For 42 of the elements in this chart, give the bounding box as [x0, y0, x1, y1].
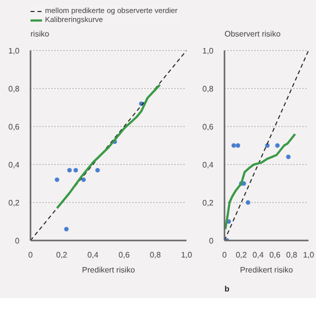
x-tick-label: 0,2 — [56, 250, 68, 260]
point — [81, 177, 86, 182]
y-tick-label: 0,8 — [8, 84, 20, 94]
x-tick-label: 0,8 — [150, 250, 162, 260]
y-tick-label: 0,4 — [202, 160, 214, 170]
y-tick-label: 0 — [15, 236, 20, 246]
line-series — [56, 84, 162, 210]
line-series — [224, 133, 296, 230]
x-tick-label: 0,2 — [236, 250, 248, 260]
x-tick-label: 0,8 — [286, 250, 298, 260]
x-tick-label: 0,4 — [87, 250, 100, 260]
point — [54, 177, 60, 182]
point — [275, 143, 280, 148]
point — [286, 154, 291, 160]
x-axis-title: Predikert risiko — [240, 266, 294, 274]
x-tick-label: 0,6 — [269, 250, 282, 260]
y-tick-label: 1,0 — [8, 46, 20, 56]
y-tick-label: 0,6 — [8, 122, 20, 132]
point — [236, 143, 240, 148]
x-tick-label: 0 — [222, 250, 228, 260]
y-tick-label: 0 — [209, 236, 214, 246]
point — [67, 168, 72, 172]
x-tick-label: 0,4 — [252, 250, 264, 260]
y-tick-label: 0,2 — [202, 198, 214, 208]
y-axis-title: Observert risiko — [224, 30, 282, 38]
x-tick-label: 1,0 — [180, 250, 193, 260]
x-tick-label: 0 — [28, 250, 34, 260]
text: b — [224, 284, 230, 294]
y-tick-label: 1,0 — [202, 46, 214, 56]
y-tick-label: 0,2 — [8, 198, 20, 208]
y-tick-label: 0,8 — [202, 84, 214, 94]
x-tick-label: 0,6 — [118, 250, 130, 260]
point — [231, 143, 236, 148]
y-tick-label: 0,6 — [202, 122, 214, 132]
x-tick-label: 1,0 — [302, 250, 315, 260]
x-axis-title: Predikert risiko — [82, 266, 136, 274]
point — [64, 226, 69, 232]
point — [73, 168, 78, 172]
point — [95, 168, 100, 172]
y-axis-title: risiko — [30, 30, 50, 38]
point — [246, 200, 250, 205]
y-tick-label: 0,4 — [8, 160, 20, 170]
